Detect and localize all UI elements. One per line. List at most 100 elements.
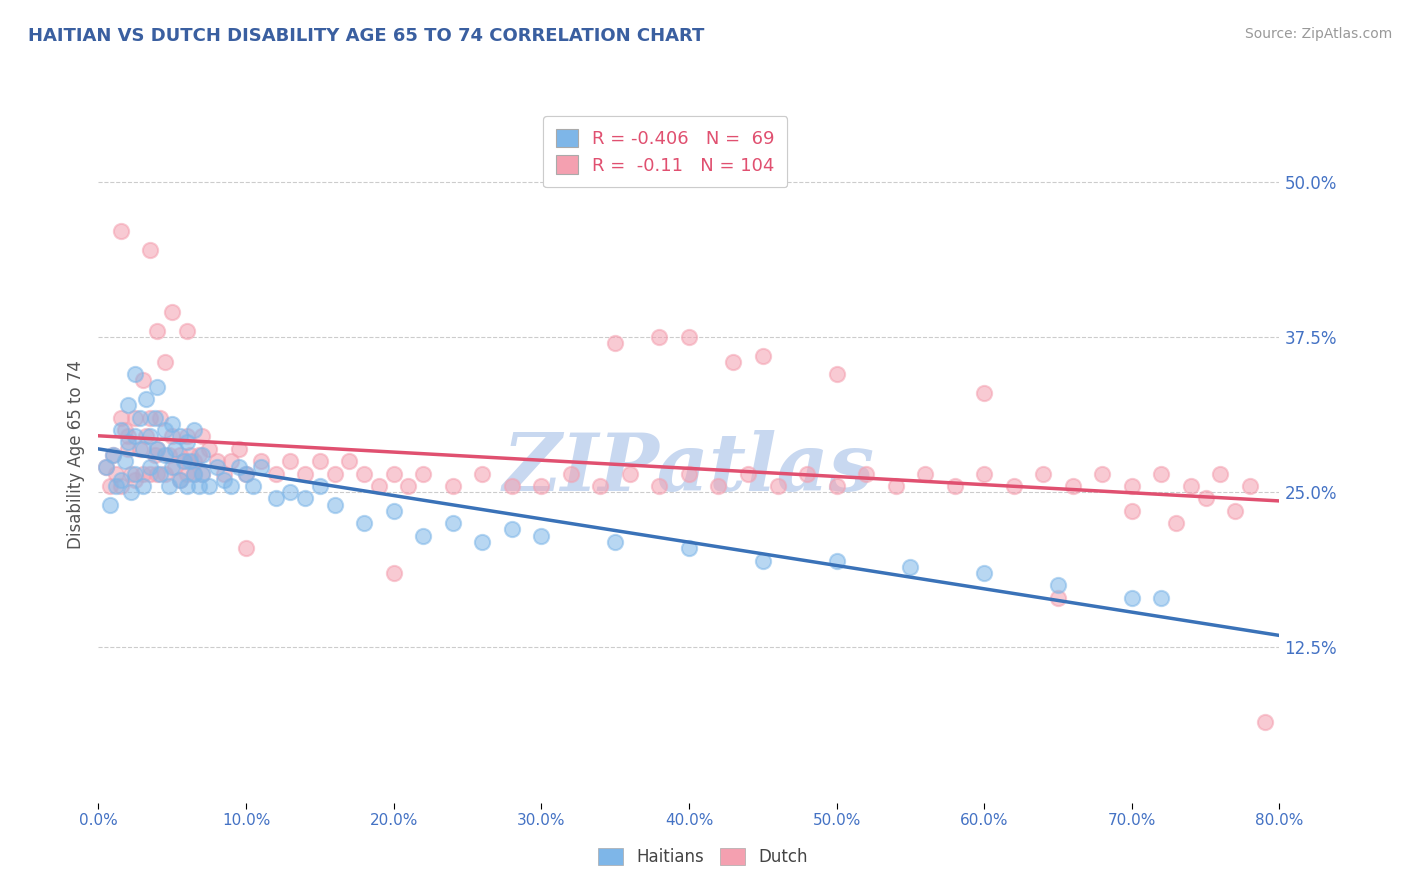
Point: [191, 448, 214, 462]
Point: [1121, 591, 1143, 605]
Point: [648, 330, 671, 344]
Point: [162, 429, 183, 443]
Point: [1032, 467, 1054, 481]
Point: [103, 448, 125, 462]
Point: [169, 473, 191, 487]
Point: [143, 410, 166, 425]
Point: [143, 448, 166, 462]
Point: [914, 467, 936, 481]
Point: [278, 485, 302, 500]
Point: [179, 448, 201, 462]
Point: [1091, 467, 1114, 481]
Point: [169, 429, 191, 443]
Point: [973, 467, 995, 481]
Point: [323, 467, 346, 481]
Point: [412, 467, 434, 481]
Point: [146, 442, 169, 456]
Point: [198, 479, 221, 493]
Point: [117, 442, 139, 456]
Point: [149, 467, 172, 481]
Point: [219, 479, 242, 493]
Point: [169, 473, 191, 487]
Point: [721, 355, 744, 369]
Point: [105, 467, 128, 481]
Point: [183, 454, 205, 468]
Point: [173, 454, 195, 468]
Point: [678, 330, 700, 344]
Point: [187, 448, 209, 462]
Point: [139, 460, 162, 475]
Point: [471, 535, 494, 549]
Point: [146, 467, 169, 481]
Point: [165, 442, 187, 456]
Point: [162, 460, 183, 475]
Point: [1046, 591, 1069, 605]
Point: [110, 479, 132, 493]
Point: [530, 529, 553, 543]
Point: [153, 448, 176, 462]
Point: [176, 324, 198, 338]
Point: [943, 479, 966, 493]
Point: [751, 349, 773, 363]
Point: [110, 423, 132, 437]
Point: [124, 473, 146, 487]
Point: [250, 454, 273, 468]
Point: [165, 460, 187, 475]
Point: [751, 553, 773, 567]
Point: [179, 454, 201, 468]
Point: [1062, 479, 1084, 493]
Point: [212, 467, 235, 481]
Point: [117, 398, 139, 412]
Point: [605, 336, 627, 351]
Point: [264, 491, 287, 506]
Point: [191, 467, 214, 481]
Point: [98, 498, 121, 512]
Point: [250, 460, 273, 475]
Point: [973, 385, 995, 400]
Point: [103, 448, 125, 462]
Point: [183, 467, 205, 481]
Point: [737, 467, 759, 481]
Point: [191, 429, 214, 443]
Point: [1164, 516, 1187, 531]
Point: [796, 467, 818, 481]
Point: [441, 479, 464, 493]
Point: [183, 467, 205, 481]
Point: [128, 442, 150, 456]
Point: [382, 566, 405, 580]
Point: [353, 467, 375, 481]
Point: [855, 467, 877, 481]
Point: [146, 324, 169, 338]
Point: [235, 467, 257, 481]
Point: [337, 454, 360, 468]
Point: [187, 479, 209, 493]
Text: HAITIAN VS DUTCH DISABILITY AGE 65 TO 74 CORRELATION CHART: HAITIAN VS DUTCH DISABILITY AGE 65 TO 74…: [28, 27, 704, 45]
Point: [228, 442, 250, 456]
Point: [648, 479, 671, 493]
Point: [1209, 467, 1232, 481]
Point: [120, 485, 142, 500]
Point: [139, 243, 162, 257]
Point: [412, 529, 434, 543]
Point: [212, 473, 235, 487]
Point: [94, 460, 117, 475]
Point: [117, 435, 139, 450]
Point: [884, 479, 907, 493]
Point: [1254, 714, 1277, 729]
Point: [110, 410, 132, 425]
Point: [205, 454, 228, 468]
Point: [198, 442, 221, 456]
Point: [114, 423, 136, 437]
Point: [146, 379, 169, 393]
Point: [169, 448, 191, 462]
Point: [176, 479, 198, 493]
Point: [353, 516, 375, 531]
Point: [1150, 591, 1173, 605]
Point: [162, 305, 183, 319]
Point: [382, 504, 405, 518]
Point: [153, 355, 176, 369]
Point: [139, 467, 162, 481]
Point: [825, 367, 848, 381]
Point: [294, 467, 316, 481]
Point: [132, 373, 155, 387]
